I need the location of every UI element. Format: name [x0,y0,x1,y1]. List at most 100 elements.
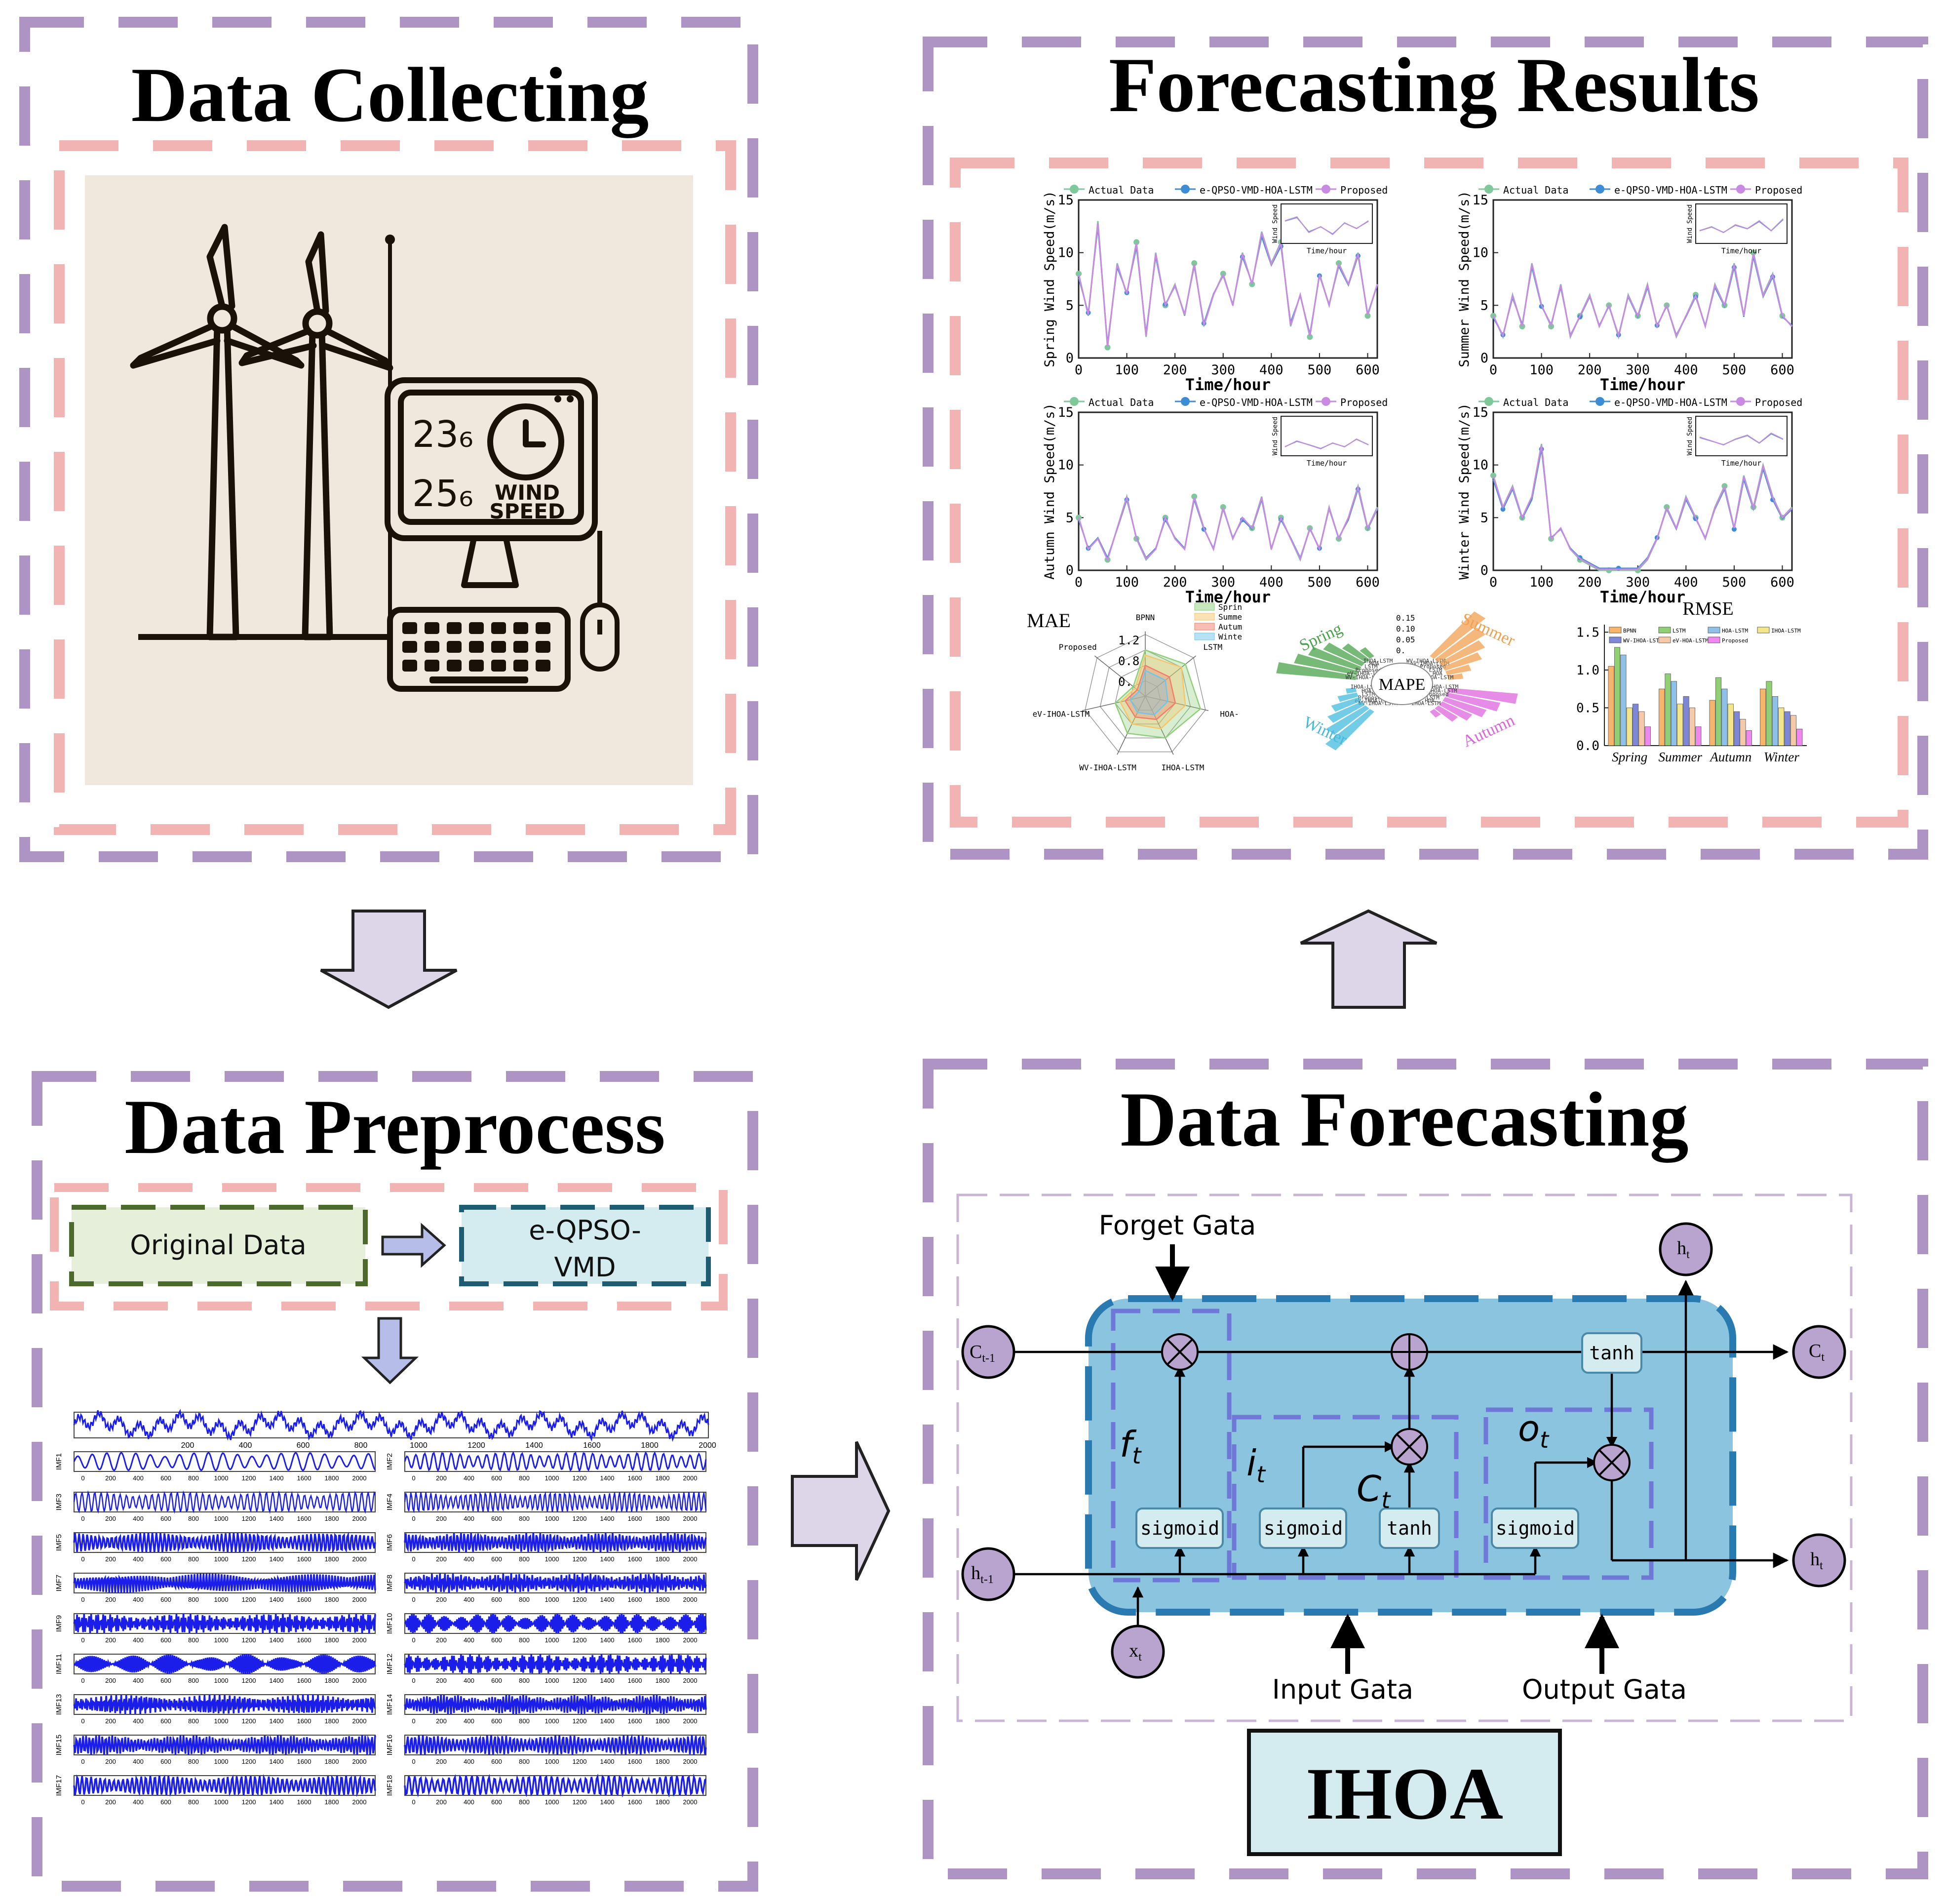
x-tick-label: 0 [81,1636,84,1644]
imf-label: IMF10 [386,1613,394,1634]
imf-label: IMF16 [386,1735,394,1756]
x-tick-label: 0 [412,1474,415,1482]
x-tick-label: 200 [1163,575,1187,590]
mape-bar [1445,664,1472,675]
rmse-bar [1790,715,1797,746]
mape-bar [1360,647,1374,659]
x-tick-label: 2000 [352,1798,367,1806]
x-tick-label: 1400 [600,1677,615,1684]
x-tick-label: 0 [1075,575,1083,590]
x-tick-label: 0 [412,1717,415,1725]
x-tick-label: 0 [81,1677,84,1684]
x-tick-label: 1200 [573,1515,587,1522]
inset-y-label: Wind Speed [1686,417,1694,455]
radar-legend-swatch [1194,613,1215,621]
panel-title-collecting: Data Collecting [131,52,649,138]
radar-ring [1085,634,1206,753]
x-tick-label: 2000 [683,1717,698,1725]
x-tick-label: 0 [1489,362,1497,378]
x-tick-label: 1400 [600,1758,615,1765]
x-tick-label: 400 [1674,362,1698,378]
x-tick-label: 100 [1115,362,1139,378]
c-prev-node: Ct-1 [961,1325,1015,1379]
mape-bar-label: eV-IHOA-LSTM [1410,661,1449,667]
x-tick-label: 600 [160,1758,171,1765]
screen-reading-1: 23₆ [412,413,473,456]
x-tick-label: 500 [1308,362,1332,378]
rmse-bar [1689,708,1696,746]
computer-monitor-icon [385,377,598,588]
x-tick-label: 400 [133,1555,144,1563]
imf-signal [404,1573,707,1593]
svg-text:Ct: Ct [1809,1341,1825,1364]
keyboard-key [402,660,417,672]
x-tick-label: 400 [239,1441,252,1450]
svg-text:ht-1: ht-1 [971,1563,994,1586]
multiply-operator [1161,1333,1199,1371]
x-tick-label: 300 [1211,575,1235,590]
screen-wind-label: WIND [495,480,560,505]
x-tick-label: 600 [160,1555,171,1563]
sigmoid-box-forget: sigmoid [1135,1507,1224,1549]
x-tick-label: 200 [1163,362,1187,378]
x-tick-label: 1400 [600,1636,615,1644]
mape-bar [1442,652,1482,671]
mape-bar-label: LSTM [1429,667,1442,674]
imf-label: IMF3 [55,1494,63,1510]
radar-axis-label: WV-IHOA-LSTM [1079,763,1136,772]
sigmoid-box-input: sigmoid [1259,1507,1347,1549]
radar-axis [1145,655,1197,697]
mape-bar [1447,687,1518,704]
rmse-bar [1677,704,1683,746]
x-tick-label: 0 [412,1515,415,1522]
legend-marker [1070,397,1079,406]
forget-gate-region [1111,1309,1232,1583]
keyboard-key [536,622,550,634]
inset-x-label: Time/hour [1307,246,1347,255]
x-tick-label: 600 [1356,362,1380,378]
x-tick-label: 1000 [545,1758,559,1765]
legend-marker [1484,185,1493,194]
mape-radial-tick: 0. [1396,646,1405,655]
radar-ring [1129,680,1161,711]
x-tick-label: 1800 [656,1717,670,1725]
mape-bar [1323,642,1365,667]
outer-dashed-border [923,37,1928,860]
radar-axis-label: eV-IHOA-LSTM [1033,710,1090,719]
imf-signal [73,1490,376,1514]
rmse-legend-swatch [1658,636,1671,643]
radar-legend-label: Autum [1218,622,1242,632]
x-tick-label: 400 [133,1636,144,1644]
mape-bar-label: HOA [1425,698,1435,704]
x-tick-label: 200 [105,1636,116,1644]
x-tick-label: 800 [519,1596,530,1603]
x-tick-label: 1800 [325,1474,339,1482]
imf-signal [73,1573,376,1593]
legend-marker [1181,185,1190,194]
mouse-icon [580,531,620,672]
x-tick-label: 1200 [242,1515,256,1522]
data-point [1731,526,1737,532]
x-tick-label: 800 [354,1441,368,1450]
x-tick-label: 200 [436,1596,447,1603]
data-point [1076,271,1082,277]
inset-series [1699,218,1784,234]
h-prev-node: ht-1 [961,1547,1015,1601]
x-tick-label: 400 [464,1758,474,1765]
x-tick-label: 1200 [242,1555,256,1563]
rmse-bar [1626,708,1633,746]
rmse-y-tick-label: 0.0 [1576,739,1599,754]
forecast-chart-2: Actual Data e-QPSO-VMD-HOA-LSTM Proposed 0 1… [1042,397,1388,606]
panel-title-results: Forecasting Results [1109,42,1759,128]
legend-label: Proposed [1340,184,1388,196]
imf-signal [73,1531,376,1553]
svg-text:sigmoid: sigmoid [1496,1517,1575,1539]
mape-center [1371,663,1433,705]
svg-text:xt: xt [1129,1640,1142,1664]
forecast-chart-3: Actual Data e-QPSO-VMD-HOA-LSTM Proposed 0 1… [1457,397,1802,606]
mape-radial-tick: 0.10 [1396,624,1415,634]
mape-bar-label: LSTM [1426,694,1439,701]
x-tick-label: 1400 [270,1798,284,1806]
x-tick-label: 800 [188,1798,199,1806]
data-point [1750,249,1756,256]
